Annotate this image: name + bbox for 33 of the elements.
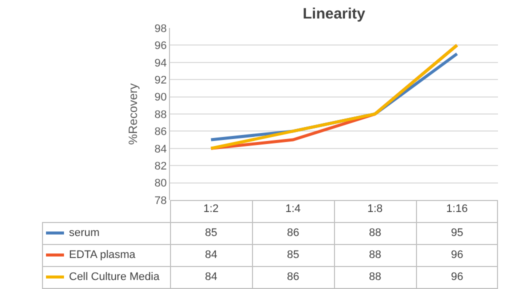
data-label: 88: [369, 249, 382, 261]
x-tick-label: 1:2: [203, 203, 219, 215]
y-tick-label: 82: [154, 160, 167, 172]
data-label: 86: [287, 271, 300, 283]
data-label: 96: [451, 249, 464, 261]
y-tick-label: 96: [154, 40, 167, 52]
y-tick-label: 94: [154, 57, 167, 70]
y-tick-label: 78: [154, 194, 167, 207]
line-series: [210, 44, 458, 150]
x-tick-label: 1:4: [285, 203, 301, 215]
y-tick-label: 88: [154, 108, 167, 121]
data-label: 84: [205, 271, 218, 283]
y-tick-label: 80: [154, 178, 167, 190]
legend-label: serum: [69, 227, 100, 239]
y-tick-label: 86: [154, 126, 167, 138]
data-label: 85: [287, 249, 300, 261]
data-label: 96: [451, 271, 464, 283]
y-tick-label: 84: [154, 143, 167, 156]
legend-label: EDTA plasma: [69, 249, 136, 261]
x-tick-label: 1:16: [446, 203, 468, 215]
data-label: 86: [287, 227, 300, 239]
chart-title: Linearity: [302, 6, 366, 22]
x-tick-label: 1:8: [367, 203, 383, 215]
y-tick-label: 98: [154, 22, 167, 35]
data-label: 88: [369, 271, 382, 283]
data-label: 95: [451, 227, 464, 239]
data-label: 88: [369, 227, 382, 239]
data-label: 85: [205, 227, 218, 239]
legend-label: Cell Culture Media: [69, 271, 160, 283]
data-label: 84: [205, 249, 218, 261]
y-axis-title: %Recovery: [126, 83, 140, 145]
y-tick-label: 92: [154, 74, 167, 86]
y-tick-label: 90: [154, 92, 167, 104]
